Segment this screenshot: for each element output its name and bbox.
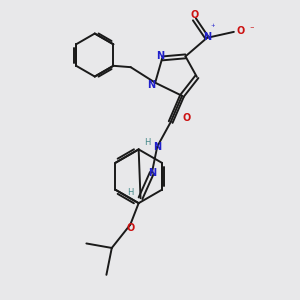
Text: O: O: [190, 10, 199, 20]
Text: N: N: [147, 80, 155, 90]
Text: N: N: [156, 51, 164, 61]
Text: $^+$: $^+$: [209, 22, 216, 31]
Text: O: O: [236, 26, 244, 36]
Text: N: N: [148, 168, 157, 178]
Text: O: O: [182, 113, 190, 124]
Text: H: H: [127, 188, 134, 197]
Text: H: H: [144, 139, 151, 148]
Text: N: N: [153, 142, 161, 152]
Text: N: N: [203, 32, 211, 42]
Text: $^-$: $^-$: [248, 24, 255, 33]
Text: O: O: [126, 223, 134, 233]
